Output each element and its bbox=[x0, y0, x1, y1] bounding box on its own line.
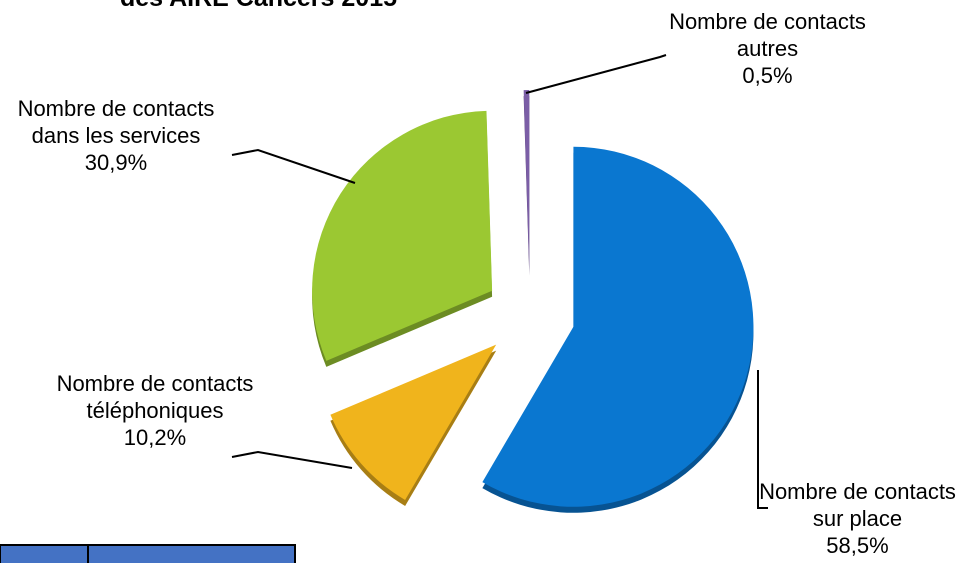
slice-label: Nombre de contacts dans les services 30,9… bbox=[0, 95, 232, 176]
value-label: 0,5% bbox=[742, 63, 793, 88]
leader-line bbox=[231, 450, 353, 469]
slice-label: Nombre de contacts autres 0,5% bbox=[665, 8, 870, 89]
category-label: Nombre de contacts autres bbox=[669, 9, 866, 61]
slice-label: Nombre de contacts sur place 58,5% bbox=[745, 478, 970, 559]
leader-line bbox=[525, 54, 667, 94]
slice bbox=[482, 146, 754, 507]
chart-title: des AIRE Cancers 2015 bbox=[120, 0, 397, 13]
leader-line bbox=[757, 370, 768, 509]
category-label: Nombre de contacts dans les services bbox=[17, 96, 215, 148]
leader-lines bbox=[231, 54, 768, 509]
slice-label: Nombre de contacts téléphoniques 10,2% bbox=[40, 370, 270, 451]
table-row bbox=[0, 544, 296, 563]
category-label: Nombre de contacts sur place bbox=[759, 479, 956, 531]
value-label: 10,2% bbox=[123, 425, 187, 450]
value-label: 58,5% bbox=[826, 533, 889, 558]
slices bbox=[312, 90, 754, 513]
slice bbox=[312, 110, 493, 361]
slice bbox=[523, 90, 530, 271]
category-label: Nombre de contacts téléphoniques bbox=[56, 371, 254, 423]
value-label: 30,9% bbox=[84, 150, 148, 175]
leader-line bbox=[231, 148, 356, 184]
table-fragment bbox=[0, 544, 296, 563]
slice bbox=[330, 344, 497, 500]
